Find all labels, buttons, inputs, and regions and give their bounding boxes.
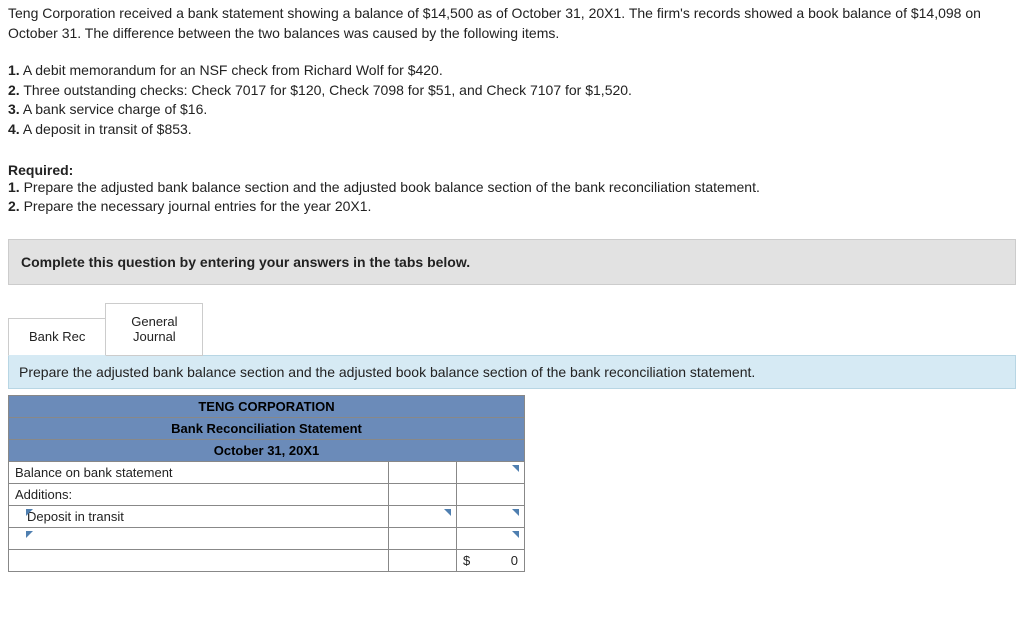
item-number: 2. xyxy=(8,198,20,214)
table-row: Balance on bank statement xyxy=(9,461,525,483)
tab-label: Bank Rec xyxy=(29,329,85,345)
list-item: 1. A debit memorandum for an NSF check f… xyxy=(8,61,1016,81)
tab-bank-rec[interactable]: Bank Rec xyxy=(8,318,106,356)
list-item: 1. Prepare the adjusted bank balance sec… xyxy=(8,178,1016,198)
list-item: 4. A deposit in transit of $853. xyxy=(8,120,1016,140)
table-header-company: TENG CORPORATION xyxy=(9,395,525,417)
dropdown-indicator-icon xyxy=(512,509,519,516)
tab-label-line1: General xyxy=(126,314,182,330)
item-text: Prepare the necessary journal entries fo… xyxy=(24,198,372,214)
amount-cell[interactable] xyxy=(457,483,525,505)
instruction-bar: Complete this question by entering your … xyxy=(8,239,1016,285)
row-label[interactable]: Deposit in transit xyxy=(9,505,389,527)
item-number: 4. xyxy=(8,121,20,137)
row-label: Additions: xyxy=(9,483,389,505)
list-item: 2. Prepare the necessary journal entries… xyxy=(8,197,1016,217)
tab-label-line2: Journal xyxy=(126,329,182,345)
amount-cell[interactable]: $0 xyxy=(457,549,525,571)
row-label[interactable] xyxy=(9,549,389,571)
amount-cell[interactable] xyxy=(389,483,457,505)
item-text: A debit memorandum for an NSF check from… xyxy=(23,62,443,78)
table-header-title: Bank Reconciliation Statement xyxy=(9,417,525,439)
required-label: Required: xyxy=(8,162,1016,178)
row-label-text: Deposit in transit xyxy=(27,509,124,524)
list-item: 2. Three outstanding checks: Check 7017 … xyxy=(8,81,1016,101)
currency-symbol: $ xyxy=(463,553,470,568)
tab-prompt: Prepare the adjusted bank balance sectio… xyxy=(8,355,1016,389)
amount-cell[interactable] xyxy=(457,527,525,549)
dropdown-indicator-icon xyxy=(512,531,519,538)
row-label: Balance on bank statement xyxy=(9,461,389,483)
amount-cell[interactable] xyxy=(457,505,525,527)
item-text: A deposit in transit of $853. xyxy=(23,121,192,137)
amount-cell[interactable] xyxy=(389,549,457,571)
table-row: Additions: xyxy=(9,483,525,505)
item-number: 1. xyxy=(8,62,20,78)
tab-strip: Bank Rec General Journal xyxy=(8,303,1016,356)
table-row xyxy=(9,527,525,549)
dropdown-indicator-icon xyxy=(26,531,33,538)
amount-value: 0 xyxy=(511,553,518,568)
amount-cell[interactable] xyxy=(457,461,525,483)
item-text: Three outstanding checks: Check 7017 for… xyxy=(23,82,632,98)
item-text: Prepare the adjusted bank balance sectio… xyxy=(24,179,760,195)
dropdown-indicator-icon xyxy=(444,509,451,516)
required-block: Required: 1. Prepare the adjusted bank b… xyxy=(8,162,1016,217)
problem-items-list: 1. A debit memorandum for an NSF check f… xyxy=(8,61,1016,139)
reconciliation-table: TENG CORPORATION Bank Reconciliation Sta… xyxy=(8,395,525,572)
item-number: 2. xyxy=(8,82,20,98)
table-row: Deposit in transit xyxy=(9,505,525,527)
amount-cell[interactable] xyxy=(389,461,457,483)
amount-cell[interactable] xyxy=(389,527,457,549)
tab-general-journal[interactable]: General Journal xyxy=(105,303,203,356)
dropdown-indicator-icon xyxy=(512,465,519,472)
row-label[interactable] xyxy=(9,527,389,549)
item-number: 3. xyxy=(8,101,20,117)
table-row: $0 xyxy=(9,549,525,571)
item-number: 1. xyxy=(8,179,20,195)
list-item: 3. A bank service charge of $16. xyxy=(8,100,1016,120)
dropdown-indicator-icon xyxy=(26,509,33,516)
table-header-date: October 31, 20X1 xyxy=(9,439,525,461)
item-text: A bank service charge of $16. xyxy=(23,101,207,117)
amount-cell[interactable] xyxy=(389,505,457,527)
problem-intro: Teng Corporation received a bank stateme… xyxy=(8,4,1016,43)
